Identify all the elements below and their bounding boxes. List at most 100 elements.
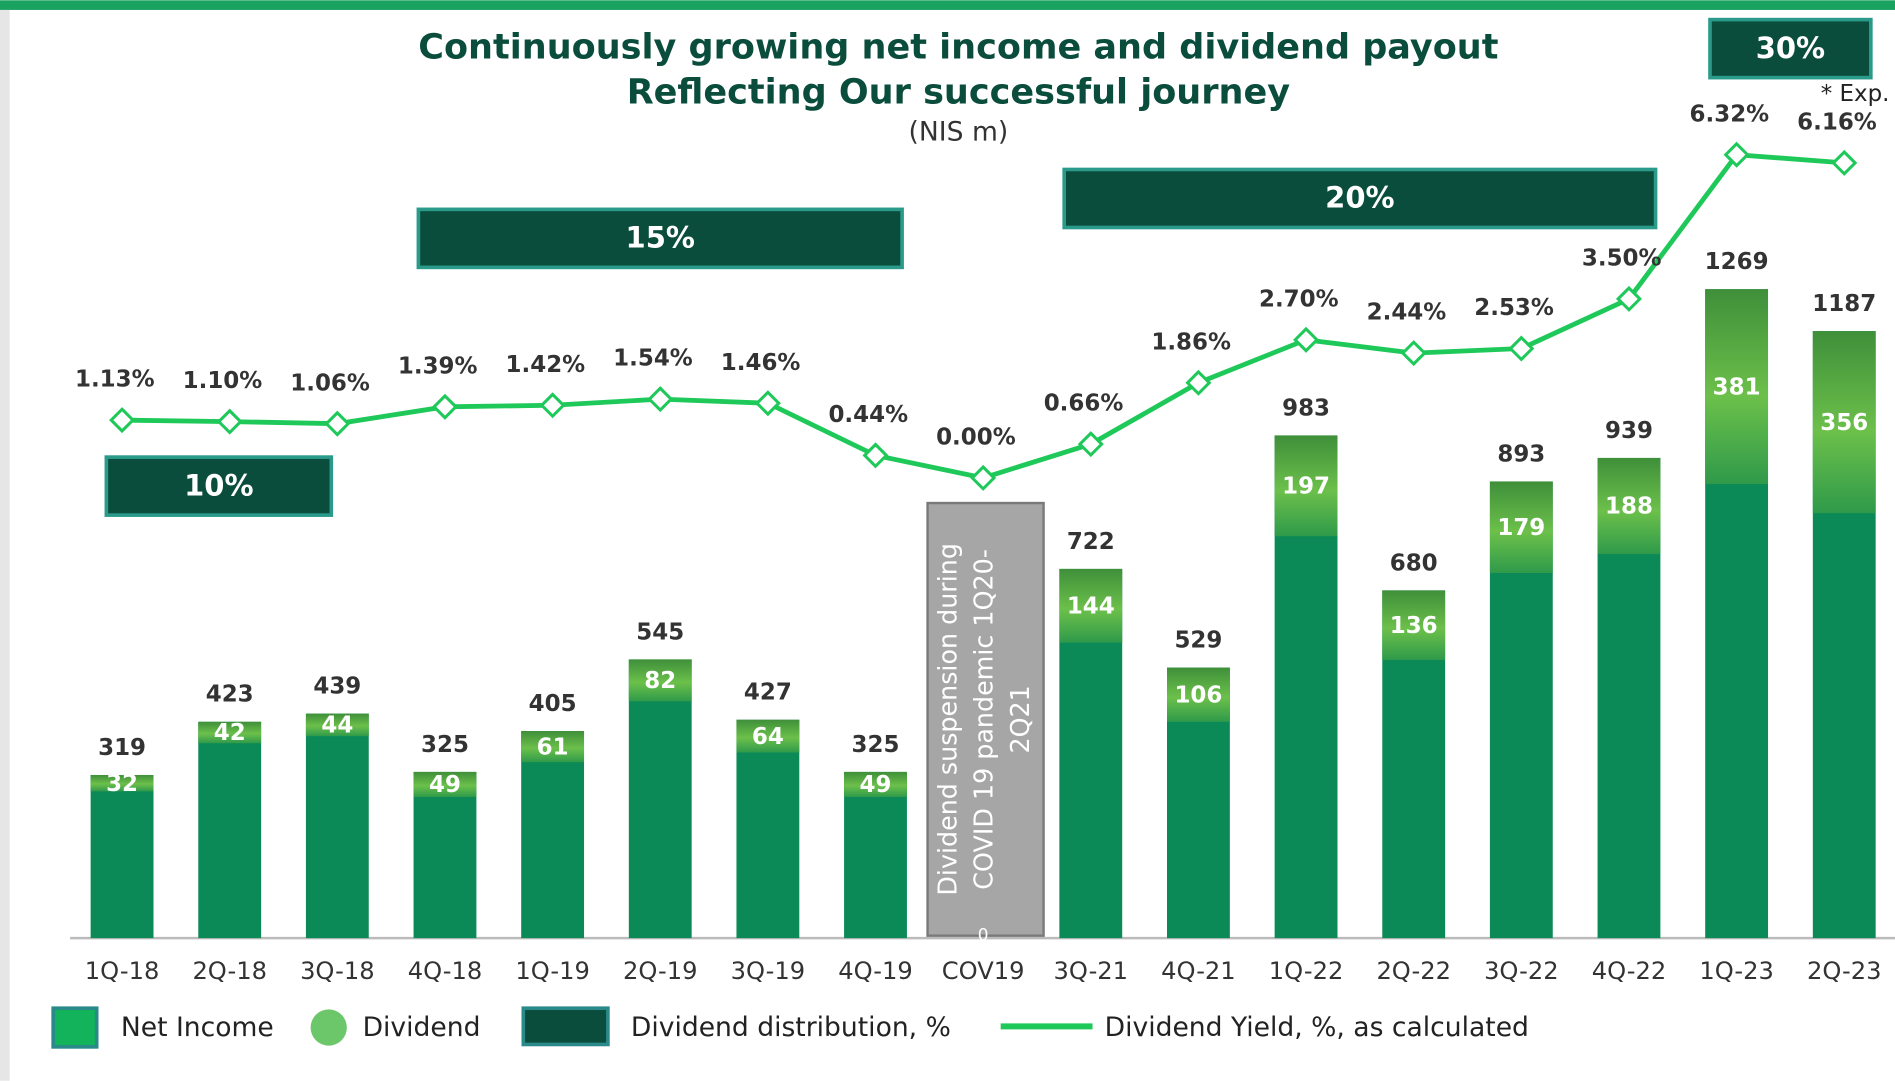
dividend-label: 82 — [644, 668, 676, 694]
legend-label: Dividend Yield, %, as calculated — [1105, 1012, 1529, 1043]
yield-marker — [862, 442, 889, 469]
dividend-label: 0 — [978, 925, 989, 945]
distribution-label: 30% — [1756, 31, 1825, 65]
dividend-segment — [1167, 667, 1230, 722]
x-tick-label: 2Q-19 — [623, 957, 698, 985]
covid-note-line: COVID 19 pandemic 1Q20- — [969, 549, 999, 890]
unit-label: (NIS m) — [909, 117, 1009, 148]
dividend-label: 197 — [1282, 474, 1330, 500]
x-tick-label: COV19 — [942, 957, 1025, 985]
legend-label: Dividend distribution, % — [631, 1012, 951, 1043]
covid-box — [926, 501, 1045, 937]
yield-label: 6.32% — [1690, 101, 1770, 127]
yield-marker — [1400, 340, 1427, 367]
dividend-segment — [1059, 568, 1123, 643]
distribution-band — [1708, 17, 1873, 80]
x-tick-label: 3Q-18 — [300, 957, 375, 985]
dividend-label: 49 — [429, 772, 461, 798]
dividend-segment — [413, 771, 477, 797]
bar-label: 325 — [421, 732, 469, 758]
yield-label: 6.16% — [1797, 109, 1877, 135]
yield-marker — [970, 464, 997, 491]
yield-marker — [647, 386, 674, 413]
bar — [305, 713, 369, 939]
yield-label: 2.70% — [1259, 286, 1339, 312]
yield-marker — [1831, 149, 1858, 176]
x-tick-label: 3Q-19 — [731, 957, 806, 985]
dividend-label: 106 — [1174, 682, 1222, 708]
yield-label: 1.39% — [398, 353, 478, 379]
distribution-band — [416, 207, 904, 270]
dividend-segment — [1489, 481, 1553, 573]
yield-label: 0.00% — [936, 425, 1016, 451]
distribution-band — [104, 455, 334, 517]
dividend-label: 61 — [537, 734, 569, 760]
bar — [521, 731, 585, 939]
bar — [198, 721, 262, 939]
dividend-segment — [1382, 590, 1446, 660]
yield-label: 0.44% — [828, 402, 908, 428]
legend-swatch — [521, 1006, 610, 1047]
yield-marker — [1615, 285, 1642, 312]
yield-marker — [324, 410, 351, 437]
yield-label: 0.66% — [1044, 391, 1124, 417]
x-tick-label: 4Q-21 — [1161, 957, 1236, 985]
dividend-label: 49 — [860, 772, 892, 798]
dividend-label: 356 — [1820, 410, 1868, 436]
yield-marker — [216, 408, 243, 435]
bar — [90, 774, 154, 939]
x-tick-label: 1Q-22 — [1269, 957, 1344, 985]
yield-label: 2.44% — [1367, 300, 1447, 326]
x-tick-label: 1Q-19 — [515, 957, 590, 985]
x-tick-label: 2Q-23 — [1807, 957, 1882, 985]
yield-marker — [539, 392, 566, 419]
dividend-label: 32 — [106, 771, 138, 797]
legend-label: Dividend — [363, 1012, 481, 1043]
yield-label: 1.13% — [75, 367, 155, 393]
top-border — [0, 0, 1895, 10]
x-tick-label: 4Q-19 — [838, 957, 913, 985]
dividend-segment — [628, 659, 692, 702]
yield-label: 1.46% — [721, 350, 801, 376]
distribution-label: 20% — [1325, 181, 1394, 215]
x-tick-label: 4Q-18 — [408, 957, 483, 985]
bar-label: 439 — [313, 674, 361, 700]
dividend-segment — [1597, 457, 1661, 555]
bar-label: 529 — [1174, 628, 1222, 654]
yield-marker — [431, 393, 458, 420]
dividend-label: 64 — [752, 724, 784, 750]
bar-label: 1187 — [1812, 291, 1876, 317]
x-tick-label: 1Q-23 — [1699, 957, 1774, 985]
bar-label: 893 — [1497, 441, 1545, 467]
dividend-segment — [736, 719, 800, 753]
dividend-segment — [1812, 331, 1876, 514]
covid-note-line: 2Q21 — [1005, 685, 1035, 753]
bar-label: 427 — [744, 680, 792, 706]
dividend-label: 144 — [1067, 593, 1115, 619]
x-tick-label: 2Q-18 — [192, 957, 267, 985]
bar-label: 405 — [529, 691, 577, 717]
dividend-label: 44 — [321, 713, 353, 739]
distribution-label: 15% — [626, 221, 695, 255]
bar-label: 722 — [1067, 529, 1115, 555]
bar — [628, 659, 692, 939]
expected-note: * Exp. — [1821, 81, 1890, 107]
dividend-label: 136 — [1390, 613, 1438, 639]
dividend-label: 381 — [1713, 374, 1761, 400]
bar-label: 939 — [1605, 418, 1653, 444]
bar-label: 1269 — [1705, 249, 1769, 275]
bar — [736, 719, 800, 939]
dividend-label: 179 — [1497, 515, 1545, 541]
yield-marker — [1185, 369, 1212, 396]
yield-marker — [109, 407, 136, 434]
dividend-segment — [305, 713, 369, 737]
bar-label: 983 — [1282, 395, 1330, 421]
bar-label: 423 — [206, 682, 254, 708]
x-tick-label: 4Q-22 — [1592, 957, 1667, 985]
dividend-segment — [1705, 289, 1769, 485]
yield-marker — [1077, 431, 1104, 458]
chart-title: Continuously growing net income and divi… — [418, 27, 1498, 68]
legend-label: Net Income — [121, 1012, 274, 1043]
yield-label: 2.53% — [1474, 295, 1554, 321]
